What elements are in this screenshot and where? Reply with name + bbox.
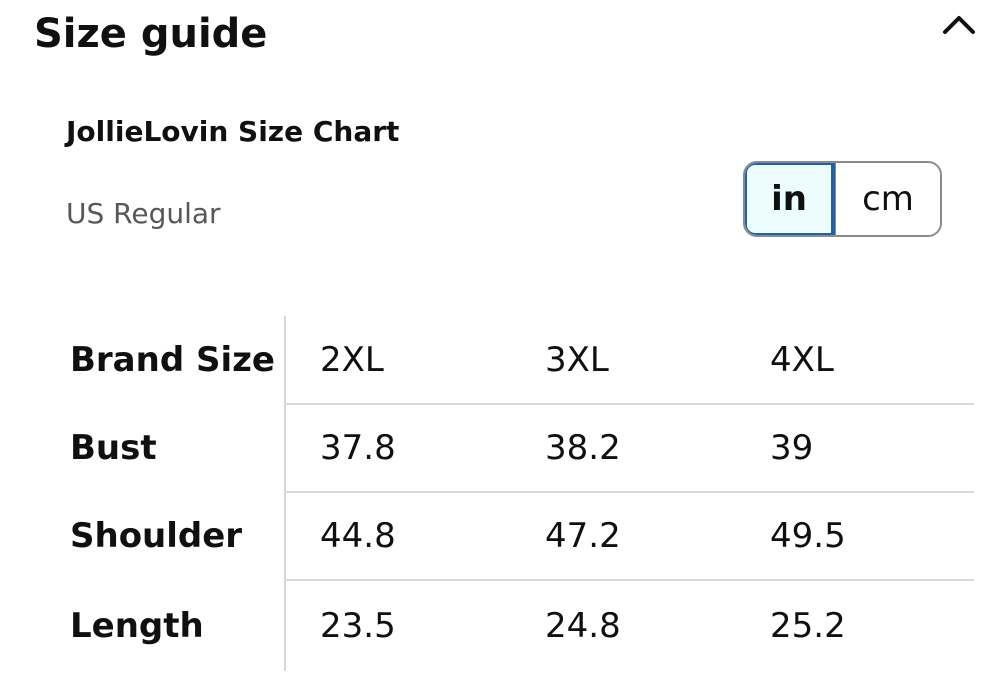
size-table: Brand Size 2XL 3XL 4XL Bust 37.8 38.2 39… [70,316,974,671]
table-cell: 37.8 [320,428,396,468]
table-row: Length 23.5 24.8 25.2 [70,582,974,670]
table-cell: 2XL [320,340,384,380]
table-cell: 47.2 [545,516,621,556]
row-header: Brand Size [70,340,275,380]
table-cell: 3XL [545,340,609,380]
size-region-label: US Regular [66,197,221,230]
row-header: Bust [70,428,157,468]
row-header: Shoulder [70,516,243,556]
table-cell: 24.8 [545,606,621,646]
table-cell: 44.8 [320,516,396,556]
table-cell: 25.2 [770,606,846,646]
unit-toggle: in cm [743,161,942,237]
table-row: Shoulder 44.8 47.2 49.5 [70,492,974,580]
row-divider [285,491,974,493]
table-cell: 49.5 [770,516,846,556]
table-cell: 39 [770,428,814,468]
chevron-up-icon [942,13,976,39]
size-chart-title: JollieLovin Size Chart [66,115,400,148]
table-cell: 4XL [770,340,834,380]
table-cell: 23.5 [320,606,396,646]
unit-centimeters-button[interactable]: cm [835,163,940,235]
collapse-button[interactable] [938,8,980,44]
size-guide-title: Size guide [34,11,268,57]
row-divider [285,403,974,405]
unit-inches-button[interactable]: in [745,163,835,235]
row-divider [285,579,974,581]
row-header: Length [70,606,204,646]
table-row: Brand Size 2XL 3XL 4XL [70,316,974,404]
table-cell: 38.2 [545,428,621,468]
table-column-divider [284,316,286,671]
table-row: Bust 37.8 38.2 39 [70,404,974,492]
